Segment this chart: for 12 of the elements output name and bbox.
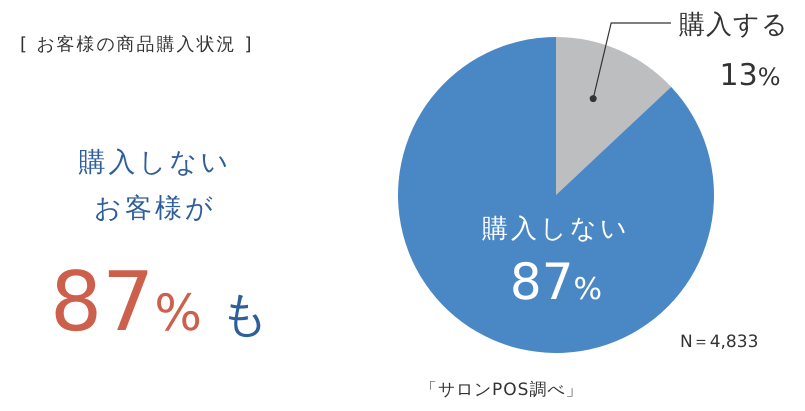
slice-label: 購入する	[679, 10, 789, 40]
text: N＝4,833	[680, 331, 758, 353]
data-label: 13%	[720, 58, 780, 93]
text: も	[220, 286, 269, 342]
text: [ お客様の商品購入状況 ]	[20, 33, 254, 56]
text: 購入しない	[78, 146, 232, 180]
text: 87%	[50, 255, 202, 350]
text: お客様が	[93, 192, 217, 226]
text: 「サロンPOS調べ」	[420, 379, 584, 401]
slice-label: 購入しない	[482, 214, 630, 244]
pie-slice	[556, 37, 672, 195]
data-label: 87%	[510, 253, 602, 311]
